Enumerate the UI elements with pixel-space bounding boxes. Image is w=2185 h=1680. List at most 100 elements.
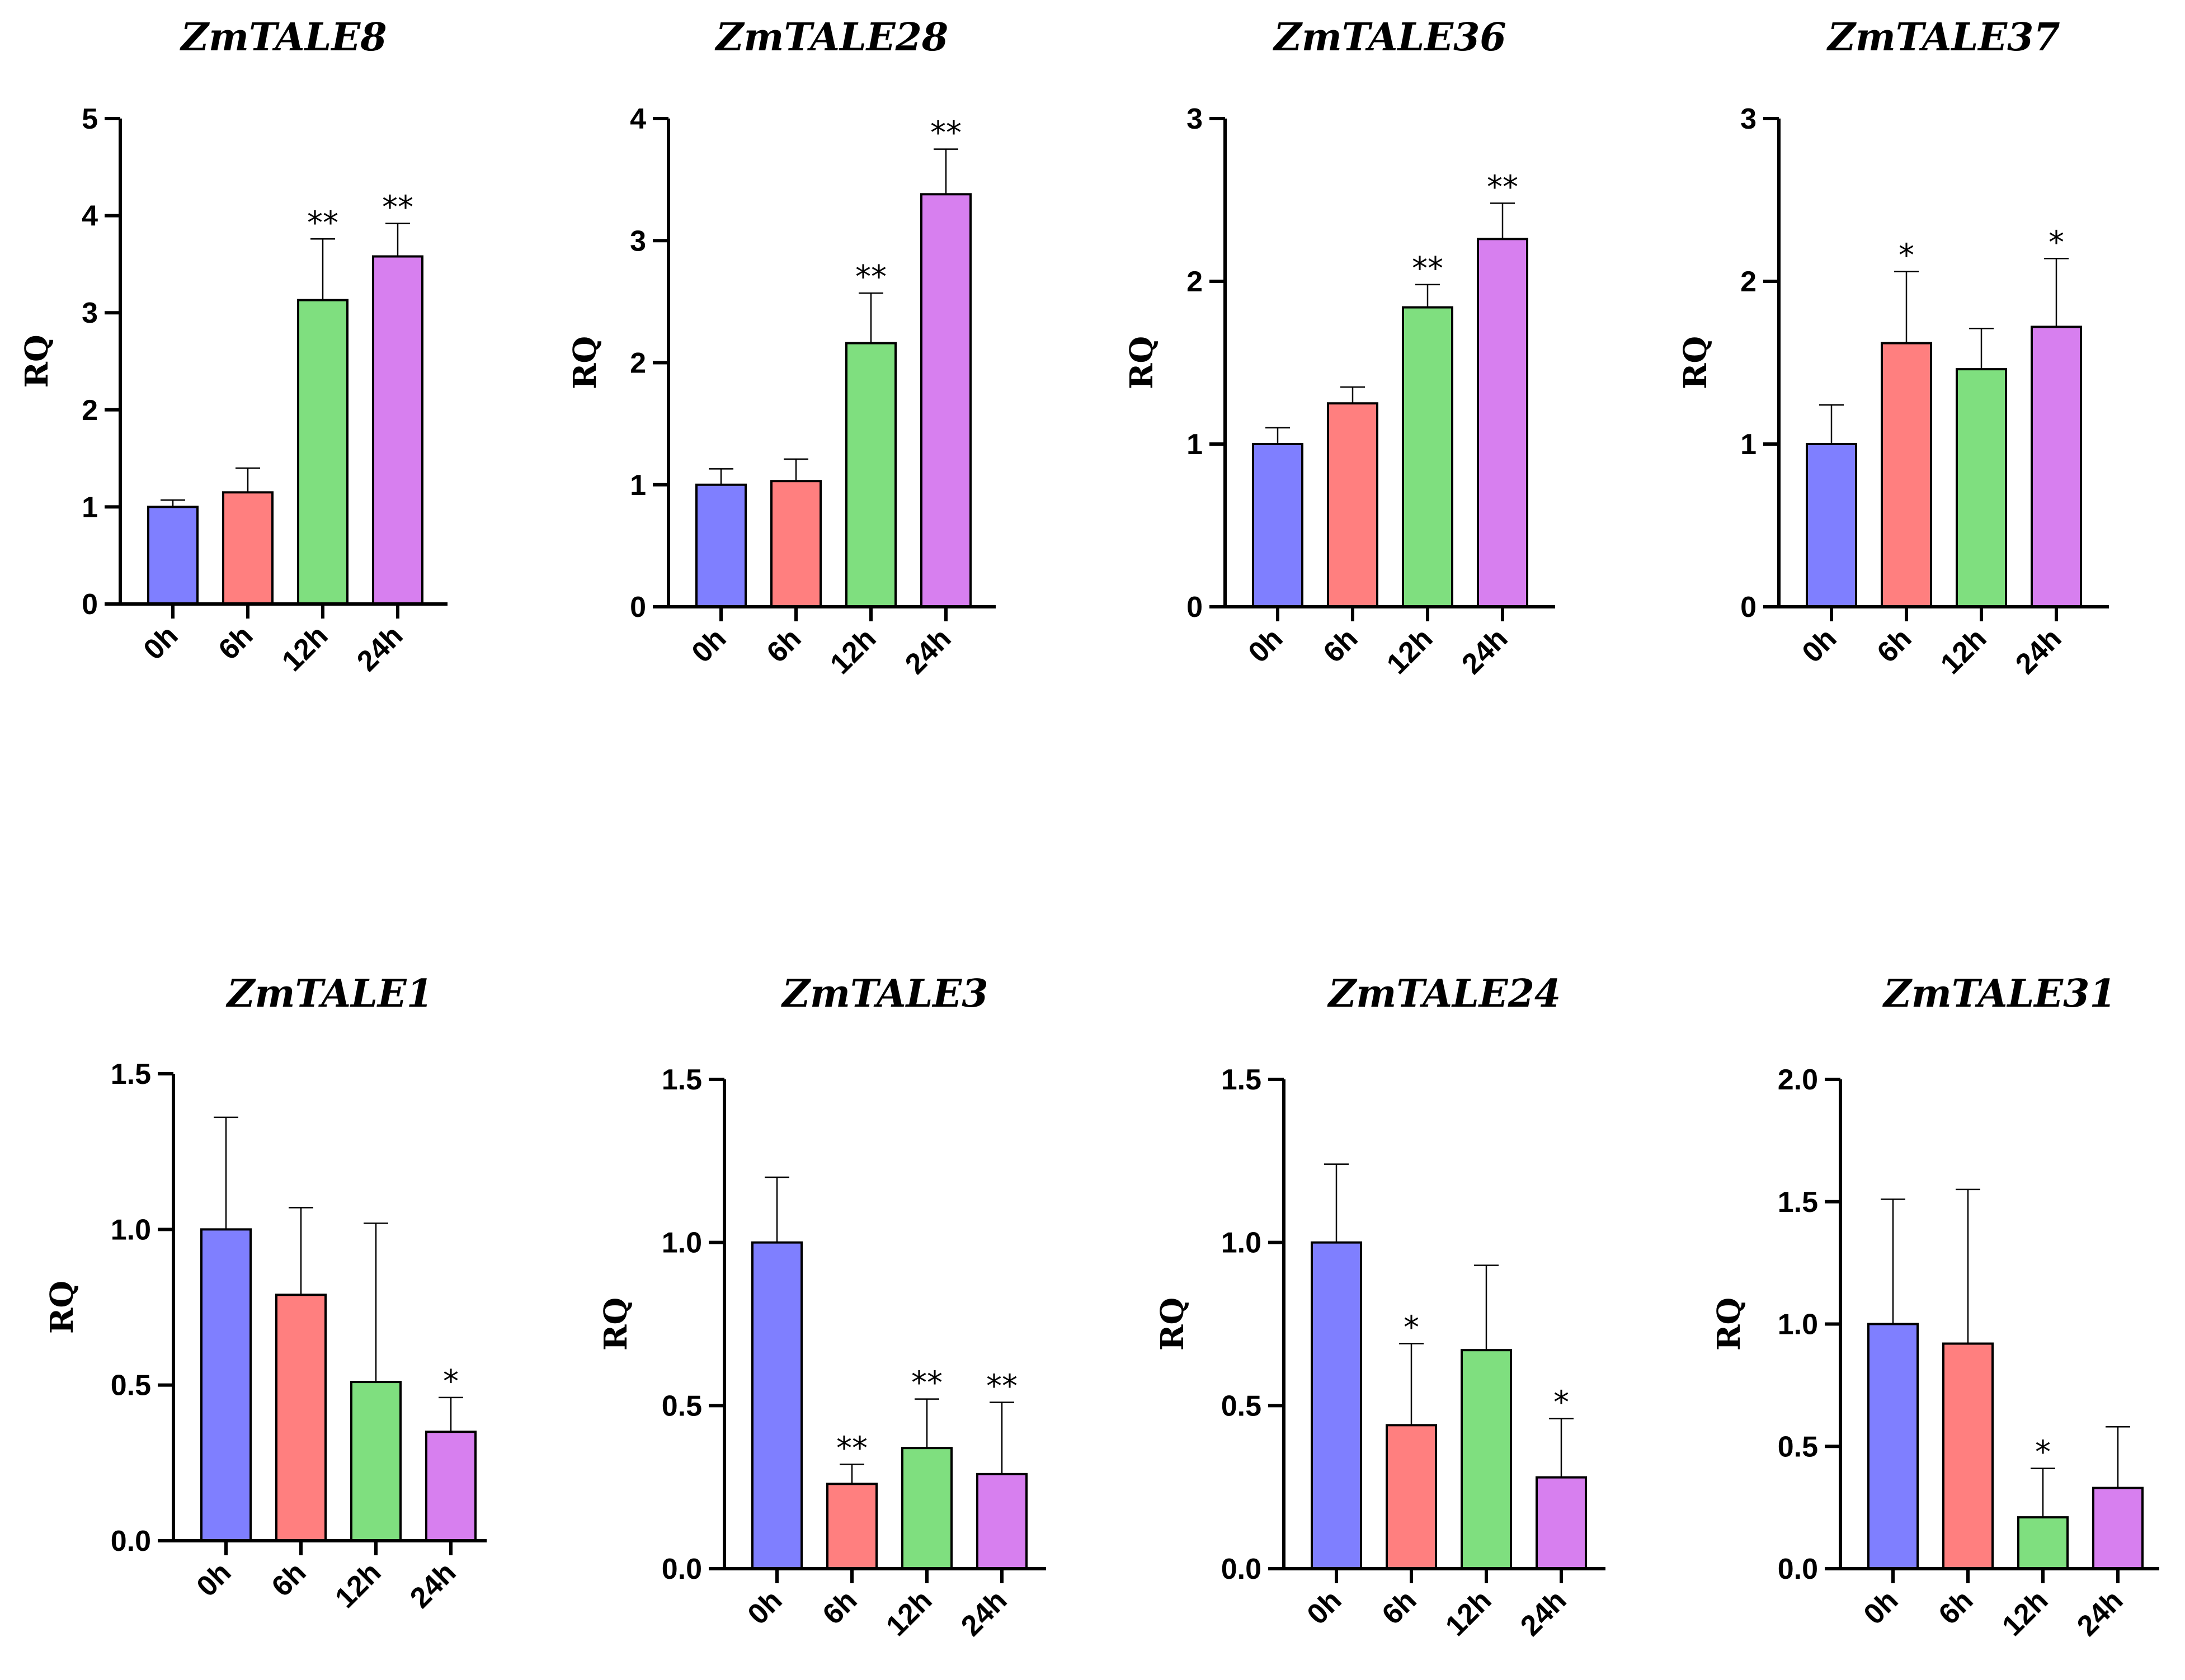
significance-mark: ** bbox=[911, 1365, 943, 1401]
chart-panel: ZmTALE36 RQ ** ** 0 1 2 3 0h 6h 12h 24h bbox=[1123, 15, 1555, 681]
y-axis-label: RQ bbox=[18, 334, 55, 388]
bar bbox=[1461, 1349, 1512, 1570]
x-tick-label: 6h bbox=[817, 1584, 864, 1631]
x-tick-label: 12h bbox=[1439, 1584, 1498, 1642]
bar bbox=[1806, 443, 1857, 608]
x-tick-label: 0h bbox=[1301, 1584, 1348, 1631]
x-tick-label: 6h bbox=[213, 619, 260, 666]
y-tick-label: 2 bbox=[1740, 266, 1757, 298]
y-tick-label: 0.0 bbox=[111, 1525, 151, 1558]
y-tick-label: 1 bbox=[82, 491, 98, 523]
y-axis-label: RQ bbox=[1154, 1297, 1191, 1351]
y-axis-label: RQ bbox=[567, 336, 604, 389]
x-tick-label: 12h bbox=[329, 1556, 387, 1614]
x-tick-label: 6h bbox=[1376, 1584, 1423, 1631]
bar bbox=[695, 483, 747, 608]
bar bbox=[920, 193, 972, 608]
y-tick-label: 1.0 bbox=[1778, 1309, 1818, 1341]
y-tick-label: 0.0 bbox=[1221, 1553, 1261, 1585]
chart-title: ZmTALE37 bbox=[1826, 15, 2060, 60]
x-tick-label: 24h bbox=[404, 1556, 462, 1614]
significance-mark: ** bbox=[1487, 169, 1518, 205]
bar bbox=[350, 1381, 402, 1542]
y-tick-label: 0.5 bbox=[1778, 1431, 1818, 1463]
bar bbox=[826, 1483, 878, 1570]
y-tick-label: 1.0 bbox=[1221, 1227, 1261, 1259]
bar bbox=[372, 255, 423, 605]
chart-title: ZmTALE8 bbox=[179, 15, 387, 60]
significance-mark: ** bbox=[307, 205, 338, 241]
x-tick-label: 0h bbox=[138, 619, 185, 666]
x-tick-label: 24h bbox=[1456, 622, 1514, 680]
x-tick-label: 6h bbox=[1317, 622, 1364, 669]
y-tick-label: 0 bbox=[1740, 591, 1757, 624]
bar bbox=[901, 1447, 953, 1570]
bar bbox=[1881, 342, 1932, 608]
y-tick-label: 1.5 bbox=[111, 1058, 151, 1091]
bar bbox=[147, 506, 199, 606]
x-tick-label: 6h bbox=[1933, 1584, 1980, 1631]
bar bbox=[297, 299, 349, 605]
y-tick-label: 1 bbox=[1186, 428, 1203, 461]
chart-panel: ZmTALE3 RQ ** ** ** 0.0 0.5 1.0 1.5 0h 6h 12h 24h bbox=[597, 971, 1046, 1643]
chart-panel: ZmTALE37 RQ * * 0 1 2 3 0h 6h 12h 24h bbox=[1677, 15, 2109, 681]
y-tick-label: 1.0 bbox=[662, 1227, 702, 1259]
y-tick-label: 0.0 bbox=[1778, 1553, 1818, 1585]
chart-title: ZmTALE3 bbox=[780, 971, 988, 1016]
y-axis-label: RQ bbox=[1123, 336, 1160, 389]
x-tick-label: 24h bbox=[2071, 1584, 2129, 1642]
bar bbox=[1311, 1241, 1362, 1570]
bar bbox=[1956, 368, 2007, 608]
x-tick-label: 0h bbox=[1858, 1584, 1905, 1631]
bar bbox=[200, 1228, 252, 1542]
bar bbox=[1252, 443, 1303, 608]
y-tick-label: 0.0 bbox=[662, 1553, 702, 1585]
bar bbox=[1477, 238, 1528, 608]
x-tick-label: 24h bbox=[899, 622, 957, 680]
y-tick-label: 0.5 bbox=[111, 1370, 151, 1402]
x-tick-label: 0h bbox=[742, 1584, 789, 1631]
chart-title: ZmTALE36 bbox=[1272, 15, 1506, 60]
significance-mark: * bbox=[1404, 1310, 1419, 1346]
x-tick-label: 0h bbox=[191, 1556, 238, 1603]
x-tick-label: 0h bbox=[1796, 622, 1843, 669]
bar bbox=[976, 1473, 1028, 1570]
x-tick-label: 24h bbox=[1514, 1584, 1572, 1642]
significance-mark: ** bbox=[836, 1430, 868, 1466]
significance-mark: ** bbox=[855, 259, 887, 295]
y-tick-label: 2 bbox=[630, 347, 646, 380]
y-tick-label: 3 bbox=[630, 225, 646, 257]
y-tick-label: 0 bbox=[630, 591, 646, 624]
bar bbox=[770, 480, 822, 608]
y-tick-label: 3 bbox=[1186, 103, 1203, 135]
bar bbox=[1386, 1424, 1437, 1570]
significance-mark: * bbox=[2035, 1434, 2051, 1471]
chart-panel: ZmTALE8 RQ ** ** 0 1 2 3 4 5 0h 6h 12h 24h bbox=[18, 15, 448, 678]
x-tick-label: 12h bbox=[1934, 622, 1993, 680]
y-tick-label: 4 bbox=[82, 200, 98, 233]
bar bbox=[845, 342, 897, 608]
bar bbox=[1867, 1323, 1919, 1570]
bar bbox=[222, 491, 274, 605]
x-tick-label: 12h bbox=[880, 1584, 938, 1642]
chart-title: ZmTALE1 bbox=[225, 971, 433, 1016]
y-tick-label: 0.5 bbox=[662, 1390, 702, 1422]
bar bbox=[751, 1241, 803, 1570]
y-tick-label: 2.0 bbox=[1778, 1064, 1818, 1096]
x-tick-label: 0h bbox=[1242, 622, 1289, 669]
significance-mark: ** bbox=[1412, 251, 1443, 287]
bar bbox=[1327, 402, 1378, 608]
significance-mark: ** bbox=[930, 115, 962, 152]
x-tick-label: 12h bbox=[1381, 622, 1439, 680]
significance-mark: ** bbox=[382, 189, 413, 225]
significance-mark: * bbox=[443, 1363, 459, 1400]
bar bbox=[2031, 325, 2082, 608]
chart-title: ZmTALE24 bbox=[1327, 971, 1561, 1016]
y-axis-label: RQ bbox=[1711, 1297, 1748, 1351]
y-tick-label: 1 bbox=[1740, 428, 1757, 461]
x-tick-label: 24h bbox=[2009, 622, 2068, 680]
x-tick-label: 12h bbox=[1996, 1584, 2054, 1642]
significance-mark: * bbox=[2049, 224, 2064, 261]
